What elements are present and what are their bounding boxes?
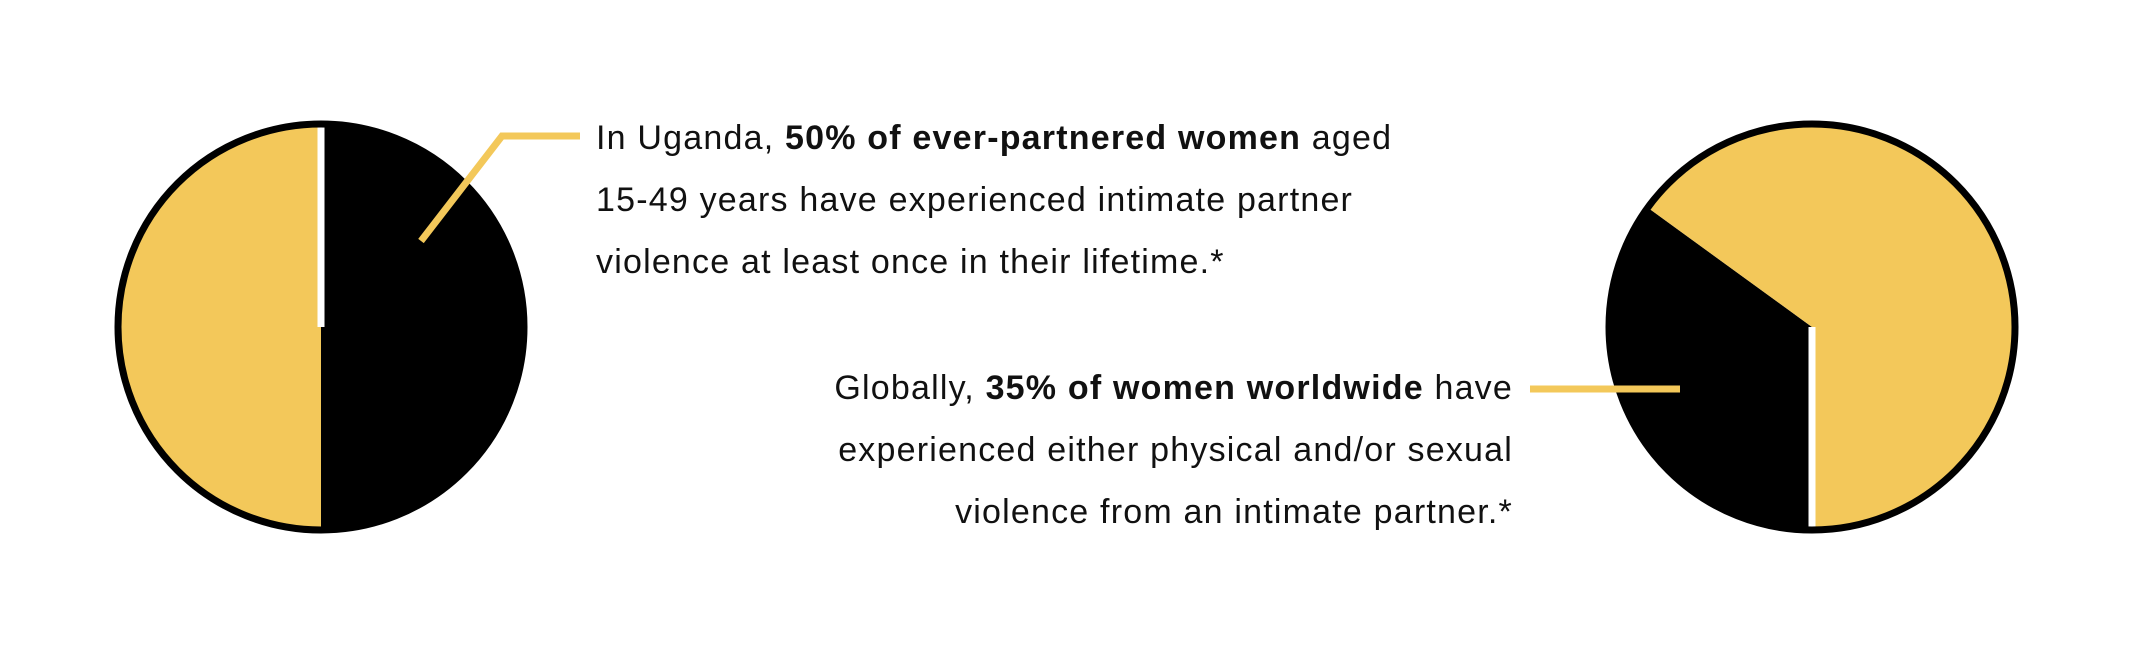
pie-slice-remainder bbox=[1647, 124, 2016, 531]
caption-line: 15-49 years have experienced intimate pa… bbox=[596, 169, 1392, 231]
pie-slice-highlight bbox=[1609, 207, 1812, 530]
caption-text: In Uganda, bbox=[596, 119, 785, 157]
caption-highlight: 35% of women worldwide bbox=[985, 369, 1424, 407]
caption-line: violence from an intimate partner.* bbox=[834, 481, 1513, 543]
pie-slice-highlight bbox=[321, 124, 524, 530]
pie-outline bbox=[114, 120, 528, 534]
caption-line: Globally, 35% of women worldwide have bbox=[834, 357, 1513, 419]
caption-highlight: 50% of ever-partnered women bbox=[785, 119, 1302, 157]
leader-line-uganda bbox=[418, 132, 580, 244]
caption-line: experienced either physical and/or sexua… bbox=[834, 419, 1513, 481]
caption-text: Globally, bbox=[834, 369, 986, 407]
caption-line: In Uganda, 50% of ever-partnered women a… bbox=[596, 107, 1392, 169]
caption-text: have bbox=[1423, 369, 1513, 407]
caption-text: violence at least once in their lifetime… bbox=[596, 243, 1225, 281]
caption-line: violence at least once in their lifetime… bbox=[596, 231, 1392, 293]
caption-text: experienced either physical and/or sexua… bbox=[838, 431, 1513, 469]
caption-text: aged bbox=[1301, 119, 1393, 157]
caption-text: violence from an intimate partner.* bbox=[955, 493, 1513, 531]
pie-chart-uganda bbox=[114, 120, 528, 534]
caption-uganda: In Uganda, 50% of ever-partnered women a… bbox=[596, 107, 1392, 293]
pie-slice-remainder bbox=[118, 124, 321, 530]
pie-outline bbox=[1605, 120, 2019, 534]
caption-global: Globally, 35% of women worldwide have exp… bbox=[834, 357, 1513, 543]
pie-chart-global bbox=[1605, 120, 2019, 534]
caption-text: 15-49 years have experienced intimate pa… bbox=[596, 181, 1354, 219]
